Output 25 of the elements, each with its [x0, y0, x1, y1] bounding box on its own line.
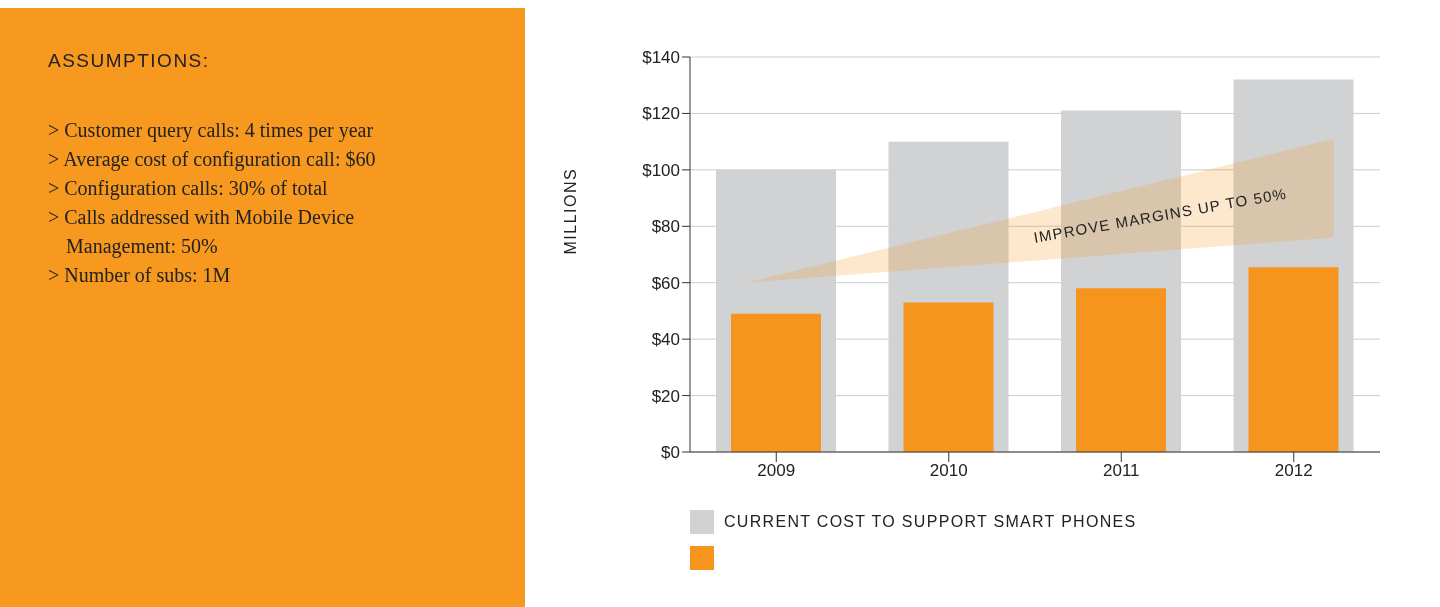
bar: [1248, 267, 1339, 452]
y-tick-label: $0: [661, 443, 680, 463]
y-tick-label: $100: [642, 160, 680, 180]
text: > Customer query calls: 4 times per year: [48, 118, 375, 144]
y-tick-label: $80: [651, 217, 680, 237]
x-tick-label: 2010: [929, 461, 968, 481]
bar: [731, 313, 821, 452]
text: ASSUMPTIONS:: [48, 50, 210, 72]
x-tick-label: 2012: [1274, 461, 1313, 481]
y-tick-label: $20: [651, 386, 680, 406]
y-tick-label: $40: [651, 330, 680, 350]
text: > Configuration calls: 30% of total: [48, 176, 329, 202]
text: > Calls addressed with Mobile Device Management: 50%: [48, 205, 356, 260]
bar: [1076, 288, 1166, 452]
y-tick-label: $120: [642, 104, 680, 124]
bar: [903, 302, 994, 452]
legend-label: CURRENT COST TO SUPPORT SMART PHONES: [724, 513, 1137, 531]
y-axis-title: MILLIONS: [561, 167, 579, 255]
x-tick-label: 2011: [1102, 461, 1140, 481]
y-tick-label: $60: [651, 273, 680, 293]
text: > Number of subs: 1M: [48, 263, 232, 288]
annotation: IMPROVE MARGINS UP TO 50%: [1032, 184, 1289, 246]
y-tick-label: $140: [642, 48, 680, 68]
text: > Average cost of configuration call: $60: [48, 147, 377, 173]
x-tick-label: 2009: [757, 461, 796, 481]
